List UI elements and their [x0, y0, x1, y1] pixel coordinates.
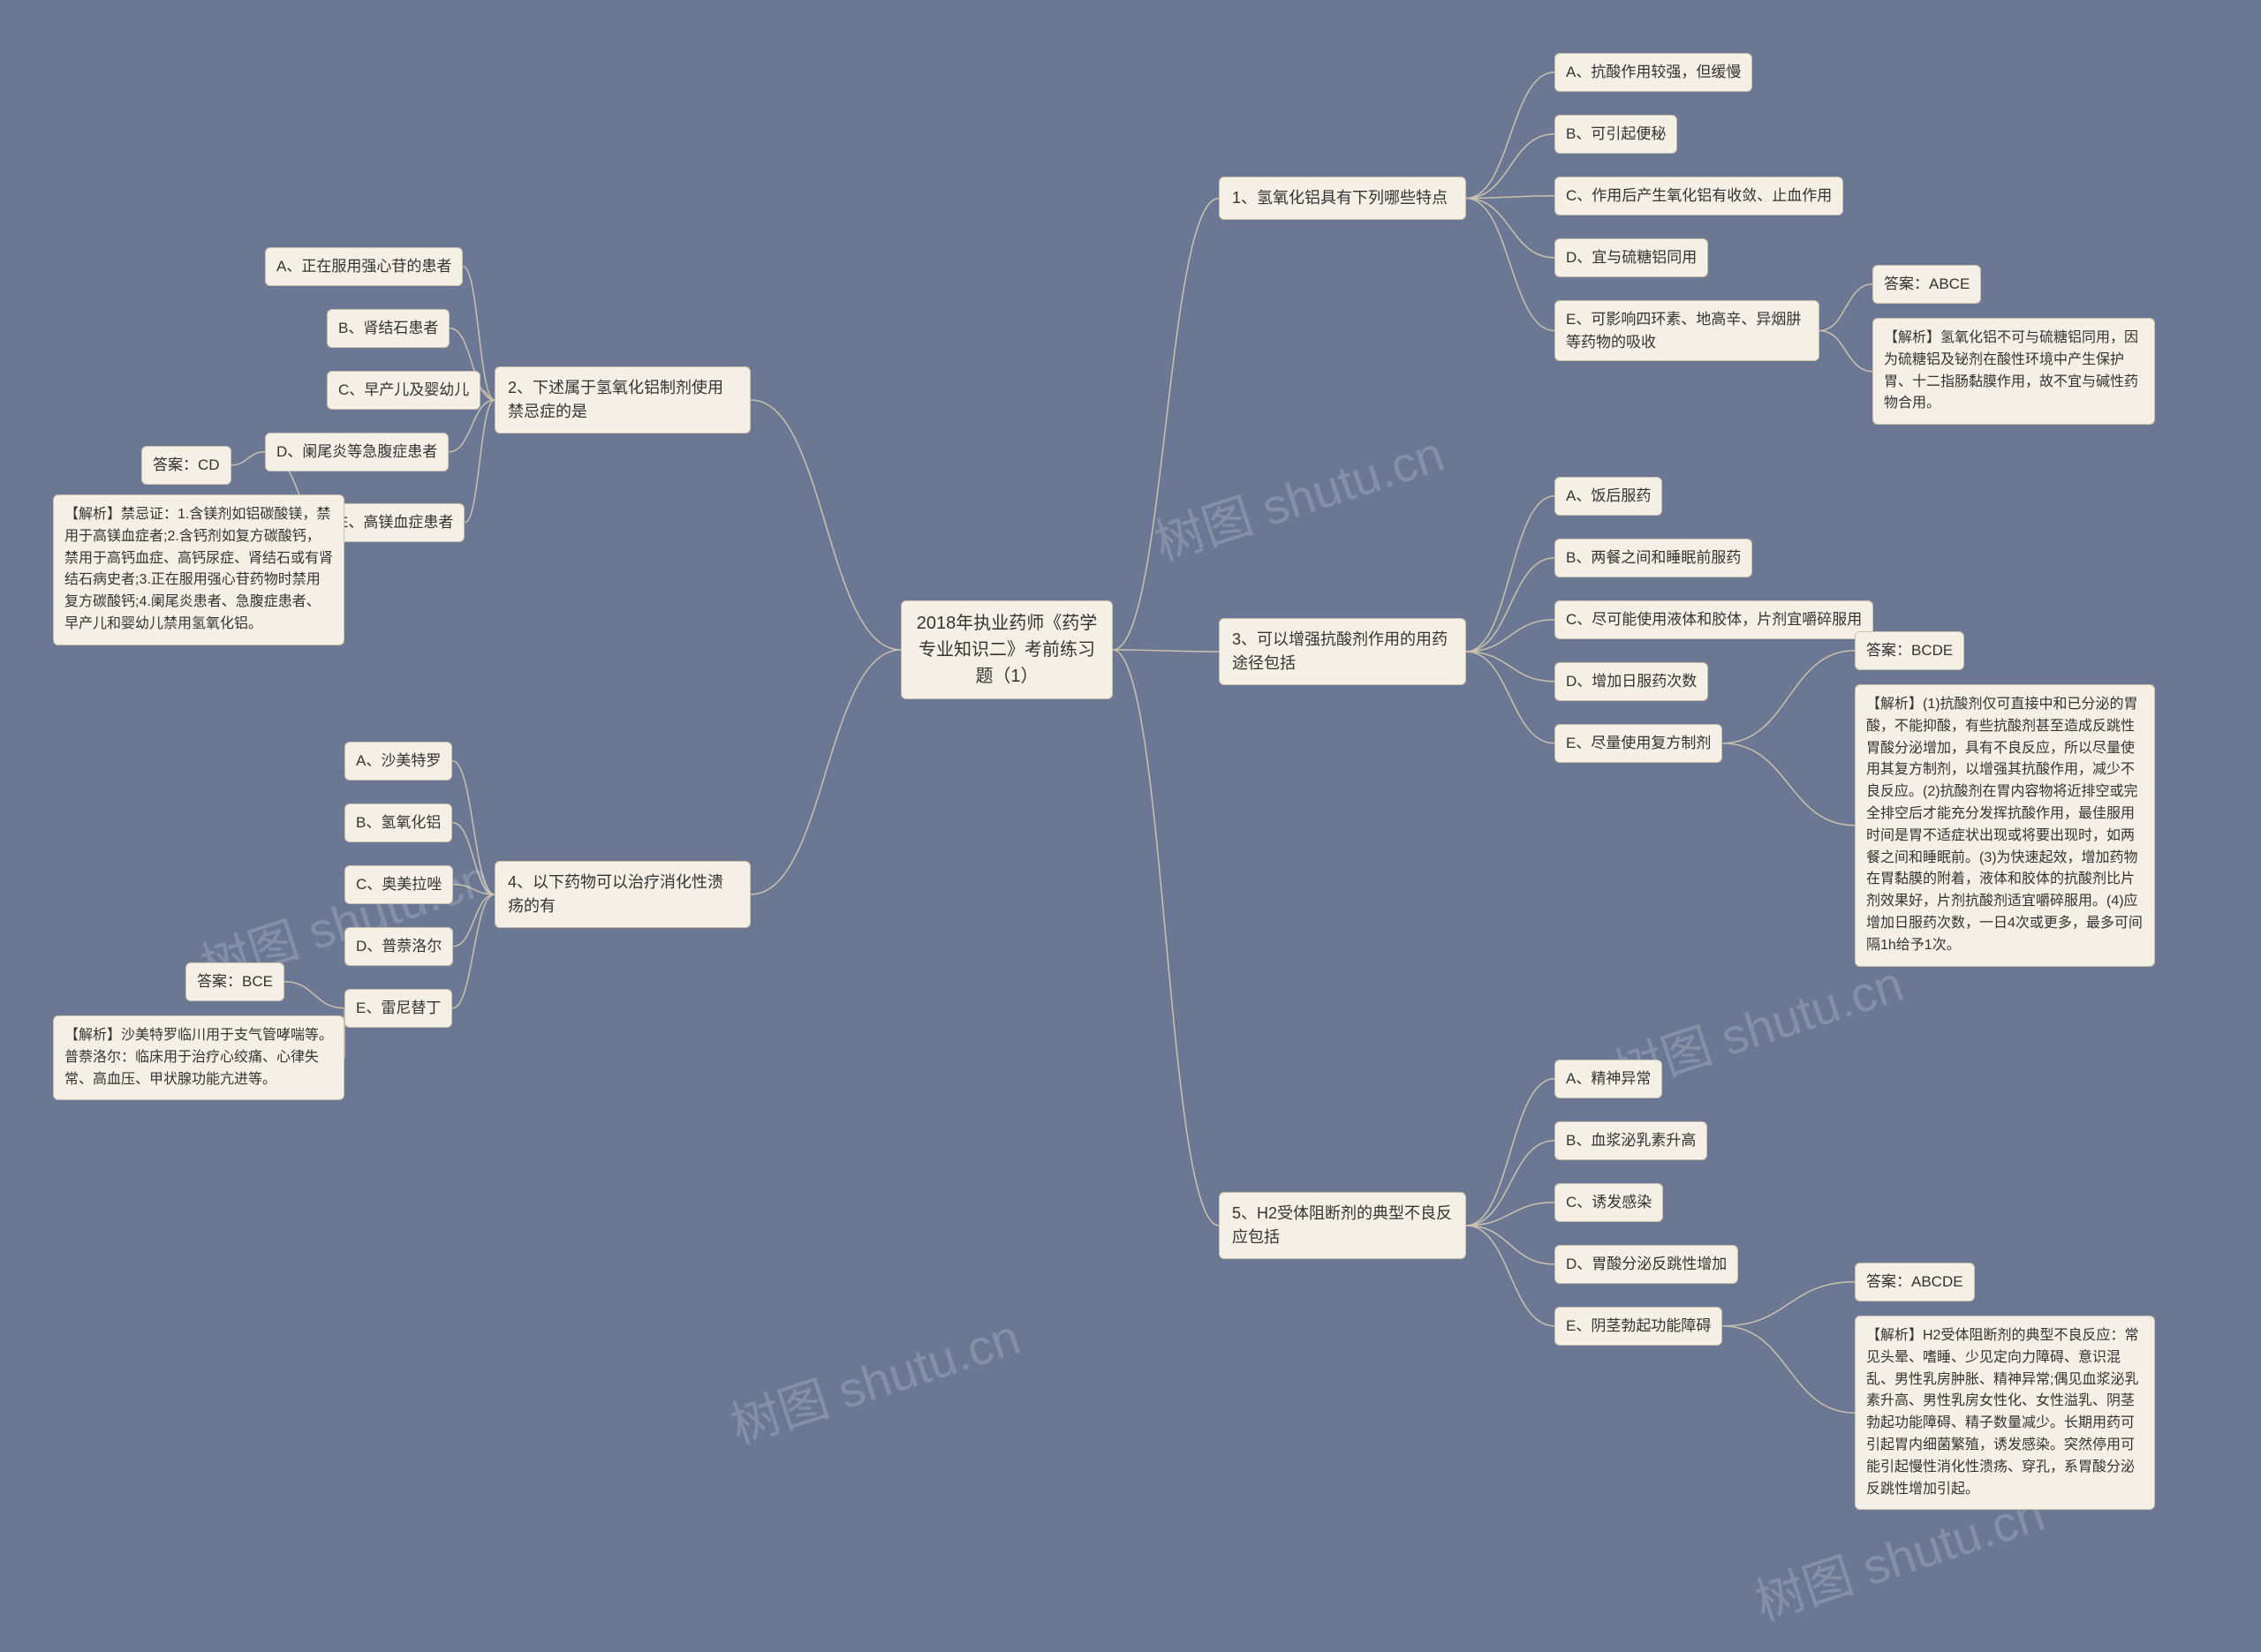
q1-node: 1、氢氧化铝具有下列哪些特点 [1219, 177, 1466, 220]
q4-node: 4、以下药物可以治疗消化性溃疡的有 [495, 861, 751, 928]
q3-explanation: 【解析】(1)抗酸剂仅可直接中和已分泌的胃酸，不能抑酸，有些抗酸剂甚至造成反跳性… [1855, 684, 2155, 967]
q1-opt-A: A、抗酸作用较强，但缓慢 [1554, 53, 1752, 92]
q5-opt-A: A、精神异常 [1554, 1060, 1662, 1098]
q1-opt-C: C、作用后产生氧化铝有收敛、止血作用 [1554, 177, 1843, 215]
q3-opt-C: C、尽可能使用液体和胶体，片剂宜嚼碎服用 [1554, 600, 1873, 639]
q1-opt-B: B、可引起便秘 [1554, 115, 1677, 154]
q3-opt-E: E、尽量使用复方制剂 [1554, 724, 1722, 763]
q2-explanation: 【解析】禁忌证：1.含镁剂如铝碳酸镁，禁用于高镁血症者;2.含钙剂如复方碳酸钙，… [53, 494, 344, 645]
q5-node: 5、H2受体阻断剂的典型不良反应包括 [1219, 1192, 1466, 1259]
q5-answer: 答案：ABCDE [1855, 1263, 1975, 1301]
q3-node: 3、可以增强抗酸剂作用的用药途径包括 [1219, 618, 1466, 685]
q5-explanation: 【解析】H2受体阻断剂的典型不良反应：常见头晕、嗜睡、少见定向力障碍、意识混乱、… [1855, 1316, 2155, 1510]
q2-opt-A: A、正在服用强心苷的患者 [265, 247, 463, 286]
q1-answer: 答案：ABCE [1872, 265, 1981, 304]
q5-opt-E: E、阴茎勃起功能障碍 [1554, 1307, 1722, 1346]
q3-opt-D: D、增加日服药次数 [1554, 662, 1708, 701]
q4-opt-D: D、普萘洛尔 [344, 927, 453, 966]
q2-answer: 答案：CD [141, 446, 231, 485]
q3-opt-B: B、两餐之间和睡眠前服药 [1554, 539, 1752, 577]
q4-opt-C: C、奥美拉唑 [344, 865, 453, 904]
q2-opt-B: B、肾结石患者 [327, 309, 450, 348]
watermark: 树图 shutu.cn [1145, 415, 1452, 576]
q2-opt-D: D、阑尾炎等急腹症患者 [265, 433, 449, 471]
q5-opt-B: B、血浆泌乳素升高 [1554, 1121, 1707, 1160]
q1-opt-E: E、可影响四环素、地高辛、异烟肼等药物的吸收 [1554, 300, 1819, 361]
q2-node: 2、下述属于氢氧化铝制剂使用禁忌症的是 [495, 366, 751, 434]
q2-opt-C: C、早产儿及婴幼儿 [327, 371, 480, 410]
q2-opt-E: E、高镁血症患者 [327, 503, 465, 542]
q1-explanation: 【解析】氢氧化铝不可与硫糖铝同用，因为硫糖铝及铋剂在酸性环境中产生保护胃、十二指… [1872, 318, 2155, 425]
q4-opt-B: B、氢氧化铝 [344, 803, 452, 842]
q3-opt-A: A、饭后服药 [1554, 477, 1662, 516]
q4-opt-E: E、雷尼替丁 [344, 989, 452, 1028]
q5-opt-D: D、胃酸分泌反跳性增加 [1554, 1245, 1738, 1284]
q1-opt-D: D、宜与硫糖铝同用 [1554, 238, 1708, 277]
q3-answer: 答案：BCDE [1855, 631, 1964, 670]
q4-answer: 答案：BCE [185, 962, 284, 1001]
q4-explanation: 【解析】沙美特罗临川用于支气管哮喘等。普萘洛尔：临床用于治疗心绞痛、心律失常、高… [53, 1015, 344, 1100]
q5-opt-C: C、诱发感染 [1554, 1183, 1663, 1222]
q4-opt-A: A、沙美特罗 [344, 742, 452, 781]
watermark: 树图 shutu.cn [721, 1298, 1028, 1459]
root-node: 2018年执业药师《药学专业知识二》考前练习题（1） [901, 600, 1113, 699]
